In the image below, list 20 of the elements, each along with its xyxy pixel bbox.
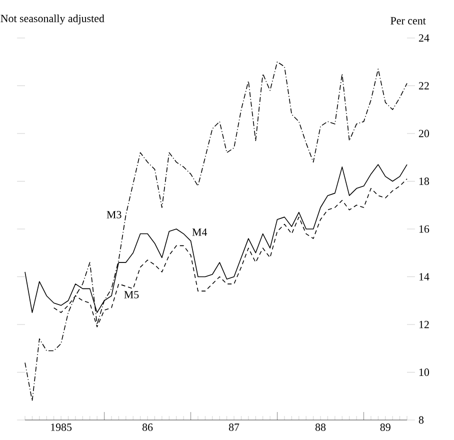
y-tick-label: 14 xyxy=(419,273,430,280)
x-tick-label: 88 xyxy=(315,424,326,431)
y-axis-title: Per cent xyxy=(390,17,426,24)
y-tick-label: 10 xyxy=(419,368,430,376)
y-tick-label: 12 xyxy=(419,320,429,328)
y-tick-label: 22 xyxy=(418,82,429,90)
y-tick-label: 16 xyxy=(419,225,430,233)
y-tick-label: 24 xyxy=(418,34,430,42)
y-tick-label: 18 xyxy=(419,178,430,185)
x-tick-label: 87 xyxy=(228,424,240,431)
y-tick-label: 20 xyxy=(418,130,430,138)
x-tick-label: 1985 xyxy=(51,424,72,431)
x-tick-label: 89 xyxy=(380,424,390,431)
series-label: M5 xyxy=(124,291,139,298)
line-series xyxy=(24,61,408,402)
series-label: M4 xyxy=(192,228,208,236)
chart-subtitle: Not seasonally adjusted xyxy=(0,14,104,24)
series-label: M3 xyxy=(106,211,122,218)
y-tick-label: 8 xyxy=(418,416,424,424)
x-tick-label: 86 xyxy=(142,424,153,431)
